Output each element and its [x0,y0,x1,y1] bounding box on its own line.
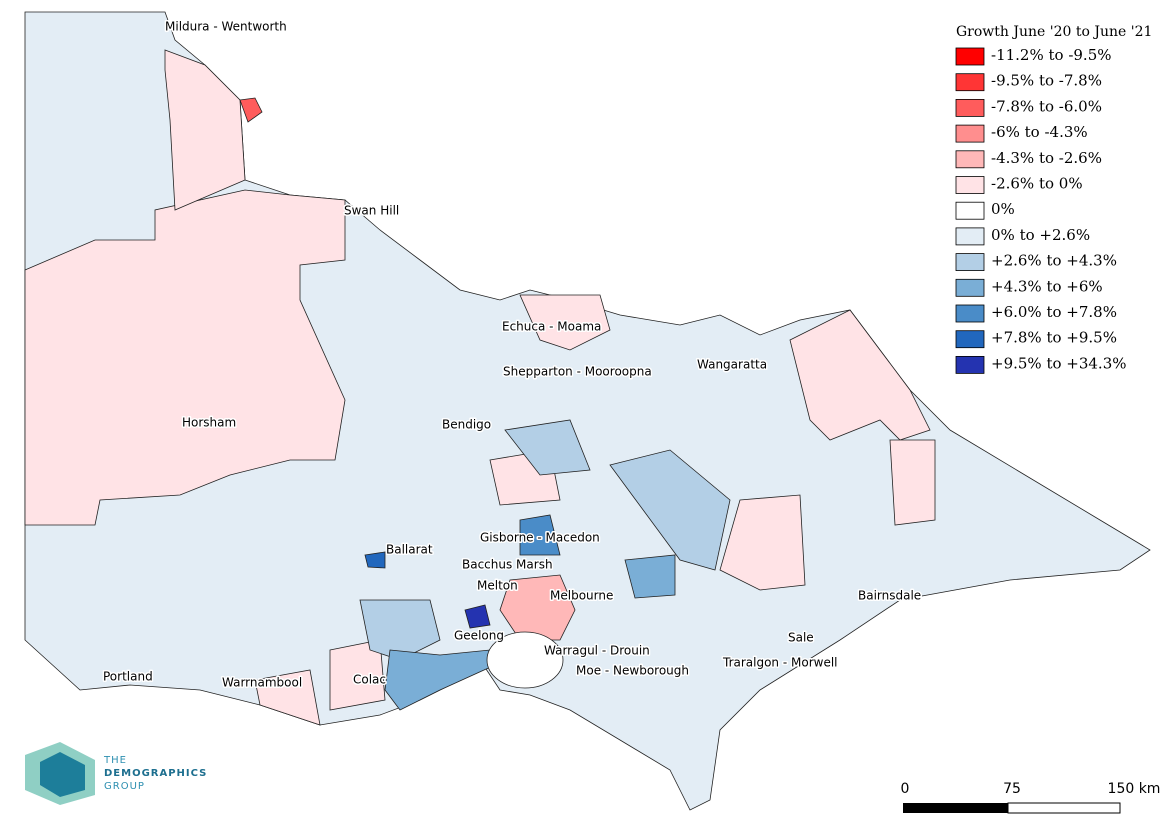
place-label: Gisborne - Macedon [480,531,600,545]
place-label: Melbourne [550,589,613,603]
place-label: Warragul - Drouin [544,644,650,658]
region [889,439,936,526]
legend-label: 0% to +2.6% [991,226,1090,244]
scale-segment [903,803,1008,813]
region [254,669,321,726]
scale-bar [903,802,1121,814]
legend-swatch [955,355,985,374]
legend-label: +4.3% to +6% [991,277,1103,295]
legend-label: -4.3% to -2.6% [991,149,1102,167]
legend-swatch [955,227,985,246]
scale-segment [1007,802,1121,814]
place-label: Sale [788,631,814,645]
legend-label: -7.8% to -6.0% [991,97,1102,115]
region [499,574,576,641]
place-label: Shepparton - Mooroopna [503,365,652,379]
place-label: Portland [103,670,153,684]
legend-swatch [955,150,985,169]
region [164,49,246,211]
place-label: Warrnambool [222,676,302,690]
region [329,639,386,711]
region [519,294,611,351]
region [364,551,386,569]
scale-label: 150 km [1108,781,1161,797]
legend-swatch [955,99,985,117]
place-label: Swan Hill [344,204,399,218]
legend-label: +9.5% to +34.3% [991,354,1127,372]
scale-label: 75 [1003,781,1021,797]
region [384,649,496,711]
legend-swatch [955,304,985,323]
region [239,97,263,123]
logo-mark [40,752,85,797]
legend-swatch [955,124,985,143]
region [719,494,806,591]
place-label: Horsham [182,416,236,430]
logo-text: THE [103,755,127,766]
region [789,309,931,441]
place-label: Moe - Newborough [576,664,689,678]
region [609,449,731,571]
place-label: Mildura - Wentworth [165,20,287,34]
legend-swatch [955,330,985,349]
legend-label: -6% to -4.3% [991,123,1088,141]
legend-swatch [955,253,985,272]
legend-label: 0% [991,200,1015,218]
logo-text: DEMOGRAPHICS [104,768,207,779]
region [359,599,441,661]
logo-text: GROUP [104,781,145,792]
legend-swatch [955,201,985,220]
legend-label: +6.0% to +7.8% [991,303,1117,321]
place-label: Bacchus Marsh [462,558,553,572]
place-label: Bendigo [442,418,491,432]
legend-label: +7.8% to +9.5% [991,329,1117,347]
place-label: Bairnsdale [858,589,921,603]
place-label: Ballarat [386,543,433,557]
place-label: Colac [353,673,386,687]
region [624,554,676,599]
scale-label: 0 [901,781,910,797]
legend-swatch [955,176,985,194]
legend-title: Growth June '20 to June '21 [956,24,1152,40]
port-phillip-bay [486,631,564,689]
legend-label: -2.6% to 0% [991,175,1083,193]
legend-swatch [955,278,985,297]
place-label: Melton [477,579,518,593]
logo [25,742,95,805]
legend-label: +2.6% to +4.3% [991,252,1117,270]
place-label: Traralgon - Morwell [722,656,838,670]
region [519,514,561,556]
region [504,419,591,476]
regions [24,11,1151,811]
legend-swatch [955,47,985,66]
place-label: Geelong [454,629,504,643]
region [464,604,491,629]
place-label: Echuca - Moama [502,320,601,334]
legend-swatch [955,73,985,92]
legend-label: -11.2% to -9.5% [991,46,1112,64]
region [24,189,346,526]
place-label: Wangaratta [697,358,767,372]
legend-label: -9.5% to -7.8% [991,72,1102,90]
